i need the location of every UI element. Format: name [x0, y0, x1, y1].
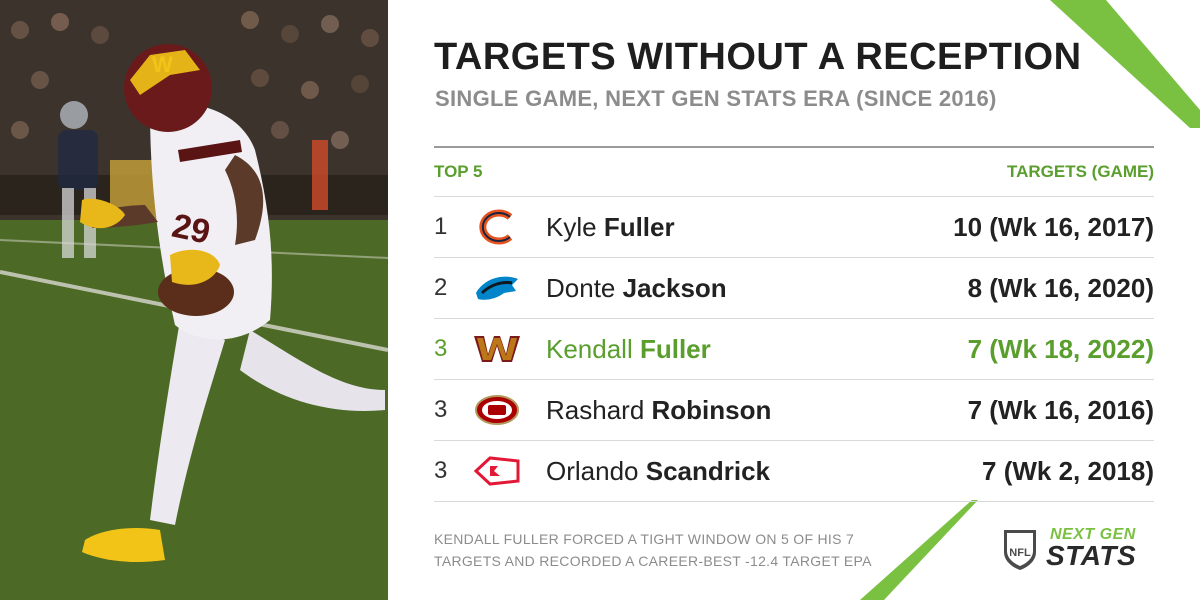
first-name: Donte — [546, 272, 616, 303]
next-gen-stats-logo: NFL NEXT GEN STATS — [1000, 524, 1160, 572]
nfl-shield-icon: NFL — [1004, 530, 1036, 570]
targets-value: 10 (Wk 16, 2017) — [953, 211, 1154, 242]
first-name: Rashard — [546, 394, 645, 425]
targets-value: 8 (Wk 16, 2020) — [967, 272, 1154, 303]
column-header-targets: TARGETS (GAME) — [1006, 162, 1154, 181]
rank: 2 — [434, 274, 448, 301]
player-name: Kendall Fuller — [546, 334, 711, 365]
header-divider — [434, 146, 1154, 148]
player-name: Orlando Scandrick — [546, 456, 770, 487]
rank: 1 — [434, 213, 448, 240]
commanders-logo-icon — [474, 329, 546, 369]
panthers-logo-icon — [474, 268, 546, 308]
footnote: KENDALL FULLER FORCED A TIGHT WINDOW ON … — [434, 528, 904, 572]
last-name: Fuller — [603, 211, 675, 242]
table-row-highlighted: 3 Kendall Fuller 7 (Wk 18, 2022) — [434, 318, 1154, 379]
player-name: Kyle Fuller — [546, 212, 675, 243]
green-slash-top-right — [1050, 0, 1200, 128]
page-title: TARGETS WITHOUT A RECEPTION — [434, 36, 1082, 78]
rank: 3 — [434, 335, 448, 362]
table-row: 1 Kyle Fuller 10 (Wk 16, 2017) — [434, 196, 1154, 257]
player-name: Donte Jackson — [546, 273, 727, 304]
helmet-logo: W — [152, 52, 173, 77]
first-name: Kyle — [546, 211, 597, 242]
footnote-line-1: KENDALL FULLER FORCED A TIGHT WINDOW ON … — [434, 531, 855, 547]
last-name: Fuller — [639, 333, 711, 364]
player-name: Rashard Robinson — [546, 395, 771, 426]
targets-value: 7 (Wk 2, 2018) — [982, 455, 1154, 486]
page-subtitle: SINGLE GAME, NEXT GEN STATS ERA (SINCE 2… — [435, 86, 997, 111]
targets-value: 7 (Wk 18, 2022) — [967, 333, 1154, 364]
rank: 3 — [434, 457, 448, 484]
bears-logo-icon — [474, 207, 546, 247]
leaderboard-table: 1 Kyle Fuller 10 (Wk 16, 2017) 2 Donte J… — [434, 196, 1154, 502]
last-name: Robinson — [651, 394, 772, 425]
brand-next-gen: NEXT GEN — [1050, 526, 1136, 543]
green-slash-bottom — [860, 500, 978, 600]
last-name: Scandrick — [645, 455, 771, 486]
last-name: Jackson — [622, 272, 727, 303]
player-photo: W 29 — [0, 0, 388, 600]
brand-stats: STATS — [1046, 540, 1137, 571]
column-header-rank: TOP 5 — [434, 162, 483, 181]
jersey-number: 29 — [169, 207, 214, 252]
chiefs-logo-icon — [474, 451, 546, 491]
targets-value: 7 (Wk 16, 2016) — [967, 394, 1154, 425]
player-photo-illustration: W 29 — [0, 0, 388, 600]
footnote-line-2: TARGETS AND RECORDED A CAREER-BEST -12.4… — [434, 553, 872, 569]
rank: 3 — [434, 396, 448, 423]
table-row: 3 Orlando Scandrick 7 (Wk 2, 2018) — [434, 440, 1154, 502]
table-row: 3 Rashard Robinson 7 (Wk 16, 2016) — [434, 379, 1154, 440]
first-name: Kendall — [546, 333, 633, 364]
49ers-logo-icon — [474, 390, 546, 430]
first-name: Orlando — [546, 455, 639, 486]
nfl-shield-text: NFL — [1009, 547, 1031, 559]
table-row: 2 Donte Jackson 8 (Wk 16, 2020) — [434, 257, 1154, 318]
